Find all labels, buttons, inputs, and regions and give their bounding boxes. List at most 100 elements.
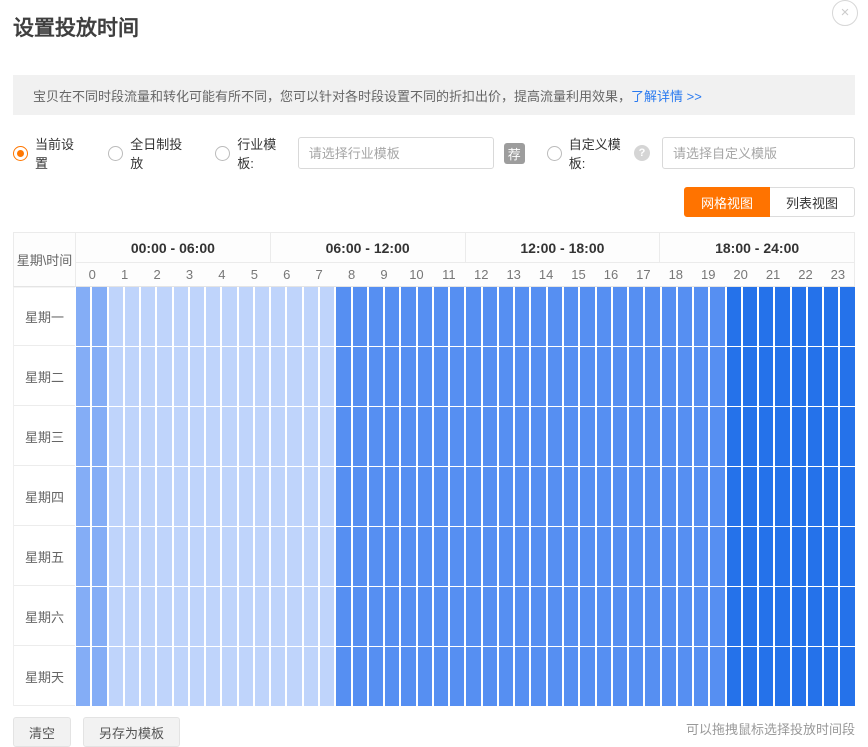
time-cell[interactable] <box>710 467 725 526</box>
time-cell[interactable] <box>401 347 416 406</box>
time-cell[interactable] <box>206 647 221 706</box>
time-cell[interactable] <box>222 287 237 346</box>
time-cell[interactable] <box>726 647 741 706</box>
time-cell[interactable] <box>368 647 384 706</box>
time-cell[interactable] <box>677 347 693 406</box>
time-cell[interactable] <box>482 587 497 646</box>
radio-custom-template[interactable]: 自定义模板: <box>546 134 629 172</box>
time-cell[interactable] <box>401 407 416 466</box>
time-cell[interactable] <box>824 467 839 526</box>
time-cell[interactable] <box>433 467 449 526</box>
time-cell[interactable] <box>840 467 855 526</box>
time-cell[interactable] <box>710 287 725 346</box>
time-cell[interactable] <box>238 527 253 586</box>
time-cell[interactable] <box>450 347 465 406</box>
time-cell[interactable] <box>645 587 660 646</box>
time-cell[interactable] <box>677 407 693 466</box>
time-cell[interactable] <box>694 467 709 526</box>
time-cell[interactable] <box>238 287 253 346</box>
time-cell[interactable] <box>352 287 367 346</box>
time-cell[interactable] <box>791 587 806 646</box>
time-cell[interactable] <box>238 407 253 466</box>
time-cell[interactable] <box>775 287 790 346</box>
time-cell[interactable] <box>287 407 302 466</box>
time-cell[interactable] <box>531 287 546 346</box>
time-cell[interactable] <box>726 467 741 526</box>
time-cell[interactable] <box>141 647 156 706</box>
time-cell[interactable] <box>76 467 91 526</box>
time-cell[interactable] <box>563 407 579 466</box>
time-cell[interactable] <box>596 467 611 526</box>
time-cell[interactable] <box>824 287 839 346</box>
time-cell[interactable] <box>759 587 774 646</box>
time-cell[interactable] <box>498 287 514 346</box>
time-cell[interactable] <box>238 467 253 526</box>
time-cell[interactable] <box>596 407 611 466</box>
time-cell[interactable] <box>498 527 514 586</box>
time-cell[interactable] <box>612 407 628 466</box>
time-cell[interactable] <box>157 467 172 526</box>
time-cell[interactable] <box>222 647 237 706</box>
time-cell[interactable] <box>726 287 741 346</box>
time-cell[interactable] <box>515 647 530 706</box>
time-cell[interactable] <box>92 407 107 466</box>
time-cell[interactable] <box>547 287 562 346</box>
time-cell[interactable] <box>287 587 302 646</box>
time-cell[interactable] <box>336 527 351 586</box>
time-cell[interactable] <box>222 407 237 466</box>
help-icon[interactable]: ? <box>634 145 650 161</box>
time-cell[interactable] <box>336 347 351 406</box>
time-cell[interactable] <box>531 347 546 406</box>
time-cell[interactable] <box>254 347 270 406</box>
radio-industry-template[interactable]: 行业模板: <box>215 134 285 172</box>
time-cell[interactable] <box>498 587 514 646</box>
time-cell[interactable] <box>580 647 595 706</box>
time-cell[interactable] <box>840 287 855 346</box>
time-cell[interactable] <box>254 407 270 466</box>
time-cell[interactable] <box>710 647 725 706</box>
time-cell[interactable] <box>563 527 579 586</box>
time-cell[interactable] <box>385 287 400 346</box>
time-cell[interactable] <box>450 587 465 646</box>
time-cell[interactable] <box>629 347 644 406</box>
time-cell[interactable] <box>124 347 140 406</box>
time-cell[interactable] <box>677 467 693 526</box>
time-cell[interactable] <box>482 527 497 586</box>
time-cell[interactable] <box>417 527 432 586</box>
time-cell[interactable] <box>254 647 270 706</box>
time-cell[interactable] <box>385 407 400 466</box>
time-cell[interactable] <box>498 467 514 526</box>
time-cell[interactable] <box>319 407 335 466</box>
time-cell[interactable] <box>742 347 758 406</box>
time-cell[interactable] <box>791 407 806 466</box>
time-cell[interactable] <box>303 287 318 346</box>
time-cell[interactable] <box>433 587 449 646</box>
time-cell[interactable] <box>319 647 335 706</box>
time-cell[interactable] <box>466 527 481 586</box>
time-cell[interactable] <box>840 587 855 646</box>
time-cell[interactable] <box>368 407 384 466</box>
time-cell[interactable] <box>254 587 270 646</box>
time-cell[interactable] <box>742 407 758 466</box>
time-cell[interactable] <box>710 527 725 586</box>
time-cell[interactable] <box>124 527 140 586</box>
time-cell[interactable] <box>222 527 237 586</box>
time-cell[interactable] <box>76 347 91 406</box>
time-cell[interactable] <box>807 407 823 466</box>
time-cell[interactable] <box>287 467 302 526</box>
time-cell[interactable] <box>189 407 205 466</box>
time-cell[interactable] <box>726 527 741 586</box>
time-cell[interactable] <box>124 647 140 706</box>
time-cell[interactable] <box>206 347 221 406</box>
time-cell[interactable] <box>189 587 205 646</box>
time-cell[interactable] <box>629 407 644 466</box>
time-cell[interactable] <box>141 527 156 586</box>
time-cell[interactable] <box>759 287 774 346</box>
time-cell[interactable] <box>612 347 628 406</box>
time-cell[interactable] <box>433 347 449 406</box>
time-cell[interactable] <box>580 347 595 406</box>
time-cell[interactable] <box>206 287 221 346</box>
time-cell[interactable] <box>563 347 579 406</box>
time-cell[interactable] <box>433 287 449 346</box>
time-cell[interactable] <box>173 647 188 706</box>
